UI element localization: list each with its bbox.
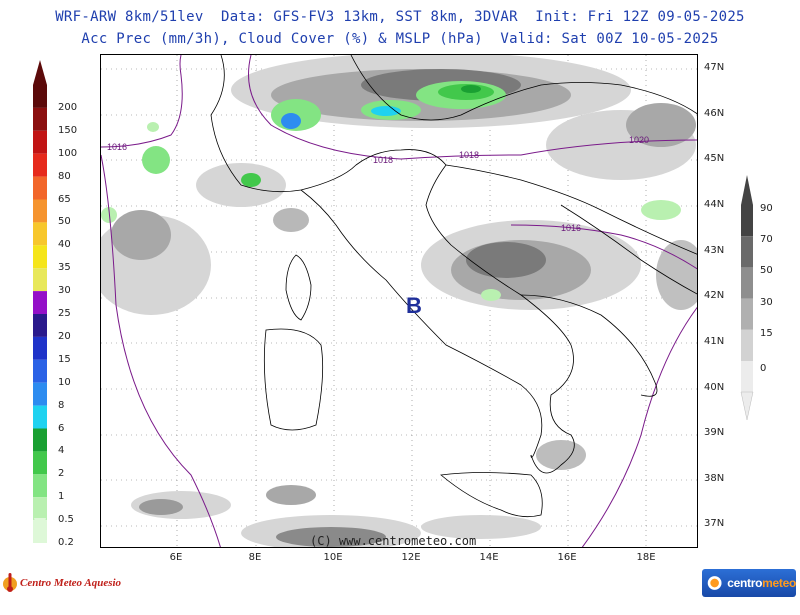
precip-colorbar-cell	[33, 291, 47, 314]
cloud-legend-label: 15	[760, 327, 773, 339]
precip-legend-label: 35	[58, 262, 71, 274]
lat-tick: 45N	[704, 153, 725, 164]
globe-logo-icon	[707, 576, 722, 590]
precip-colorbar-cell	[33, 245, 47, 269]
precip-legend-label: 200	[58, 101, 78, 113]
precip-legend-label: 8	[58, 399, 65, 411]
lon-tick: 6E	[169, 552, 183, 563]
precip-legend-label: 40	[58, 239, 71, 251]
precip-colorbar-cell	[33, 222, 47, 246]
precip-legend-label: 0.5	[58, 514, 74, 526]
precip-legend-label: 30	[58, 285, 71, 297]
cloud-colorbar	[740, 175, 754, 421]
lat-tick: 42N	[704, 290, 725, 301]
precip-legend-label: 1	[58, 491, 65, 503]
precip-colorbar-cell	[33, 382, 47, 406]
cloud-legend-label: 50	[760, 265, 773, 277]
cloud-colorbar-cell	[741, 267, 753, 299]
precip-colorbar-cell	[33, 451, 47, 475]
copyright-text: (C) www.centrometeo.com	[310, 534, 477, 548]
cloud-colorbar-cell	[741, 329, 753, 361]
cloud-colorbar-bottom-arrow	[740, 391, 754, 421]
precip-legend-label: 2	[58, 468, 65, 480]
precip-colorbar-cell	[33, 153, 47, 177]
precip-legend-label: 4	[58, 445, 65, 457]
cloud-colorbar-cell	[741, 205, 753, 237]
precip-legend-label: 0.2	[58, 537, 74, 548]
map-panel: B 1016 1018 1018 1020 1016	[100, 54, 698, 548]
isobars	[101, 55, 697, 547]
precip-legend-label: 100	[58, 147, 78, 159]
lat-tick: 39N	[704, 427, 725, 438]
isobar-label: 1016	[107, 142, 127, 152]
precip-legend-label: 65	[58, 193, 71, 205]
precip-colorbar-cell	[33, 107, 47, 131]
lat-tick: 47N	[704, 62, 725, 73]
lat-tick: 41N	[704, 336, 725, 347]
precip-colorbar-cell	[33, 130, 47, 154]
lon-tick: 8E	[248, 552, 262, 563]
map-canvas: B 1016 1018 1018 1020 1016	[101, 55, 697, 547]
coastlines	[210, 55, 697, 518]
precip-colorbar-cell	[33, 199, 47, 223]
precip-legend-label: 150	[58, 124, 78, 136]
precip-colorbar-cell	[33, 268, 47, 292]
precip-colorbar-cell	[33, 359, 47, 383]
isobar-label: 1018	[459, 150, 479, 160]
isobar-label: 1018	[373, 155, 393, 165]
precip-colorbar-cell	[33, 176, 47, 200]
isobar-label: 1016	[561, 223, 581, 233]
lat-tick: 40N	[704, 382, 725, 393]
precip-legend-label: 10	[58, 376, 71, 388]
lat-tick: 38N	[704, 473, 725, 484]
low-pressure-marker: B	[406, 293, 422, 318]
lat-tick: 44N	[704, 199, 725, 210]
precip-legend-label: 6	[58, 422, 65, 434]
logo-right-text: centrometeo	[727, 576, 796, 590]
header-line-2: Acc Prec (mm/3h), Cloud Cover (%) & MSLP…	[81, 31, 719, 47]
cloud-legend-label: 0	[760, 363, 767, 374]
precip-colorbar-cell	[33, 85, 47, 108]
cloud-legend-label: 70	[760, 234, 773, 246]
precip-colorbar-cell	[33, 405, 47, 429]
lon-tick: 10E	[323, 552, 343, 563]
precip-colorbar	[33, 60, 47, 543]
cloud-colorbar-top-arrow	[741, 175, 753, 205]
precip-colorbar-cell	[33, 497, 47, 521]
lat-tick: 46N	[704, 108, 725, 119]
isobar-label: 1020	[629, 135, 649, 145]
thermometer-logo-icon	[3, 573, 17, 592]
precip-legend-label: 15	[58, 353, 71, 365]
precip-colorbar-bottom-arrow	[34, 518, 46, 540]
cloud-colorbar-cell	[741, 236, 753, 268]
logo-left-text: Centro Meteo Aquesio	[20, 577, 122, 589]
cloud-legend-label: 90	[760, 203, 773, 214]
precip-legend-label: 50	[58, 216, 71, 228]
cloud-colorbar-cell	[741, 361, 753, 393]
logo-centro-meteo-aquesio: Centro Meteo Aquesio	[2, 570, 121, 596]
lon-tick: 18E	[636, 552, 656, 563]
lat-tick: 43N	[704, 245, 725, 256]
cloud-colorbar-cell	[741, 298, 753, 330]
lat-tick: 37N	[704, 518, 725, 529]
cloud-cover-areas	[101, 55, 697, 547]
precip-legend-label: 25	[58, 308, 71, 319]
precip-colorbar-cell	[33, 314, 47, 337]
precip-colorbar-cell	[33, 428, 47, 452]
precip-legend-label: 80	[58, 170, 71, 182]
precip-legend-label: 20	[58, 330, 71, 342]
precip-colorbar-top-arrow	[33, 60, 47, 85]
lon-tick: 12E	[401, 552, 421, 563]
precip-colorbar-cell	[33, 336, 47, 360]
lon-tick: 16E	[557, 552, 577, 563]
header-line-1: WRF-ARW 8km/51lev Data: GFS-FV3 13km, SS…	[55, 9, 745, 25]
precip-areas	[101, 81, 681, 301]
logo-centrometeo: centrometeo	[702, 569, 796, 597]
precip-colorbar-cell	[33, 474, 47, 498]
cloud-legend-label: 30	[760, 296, 773, 308]
lon-tick: 14E	[479, 552, 499, 563]
